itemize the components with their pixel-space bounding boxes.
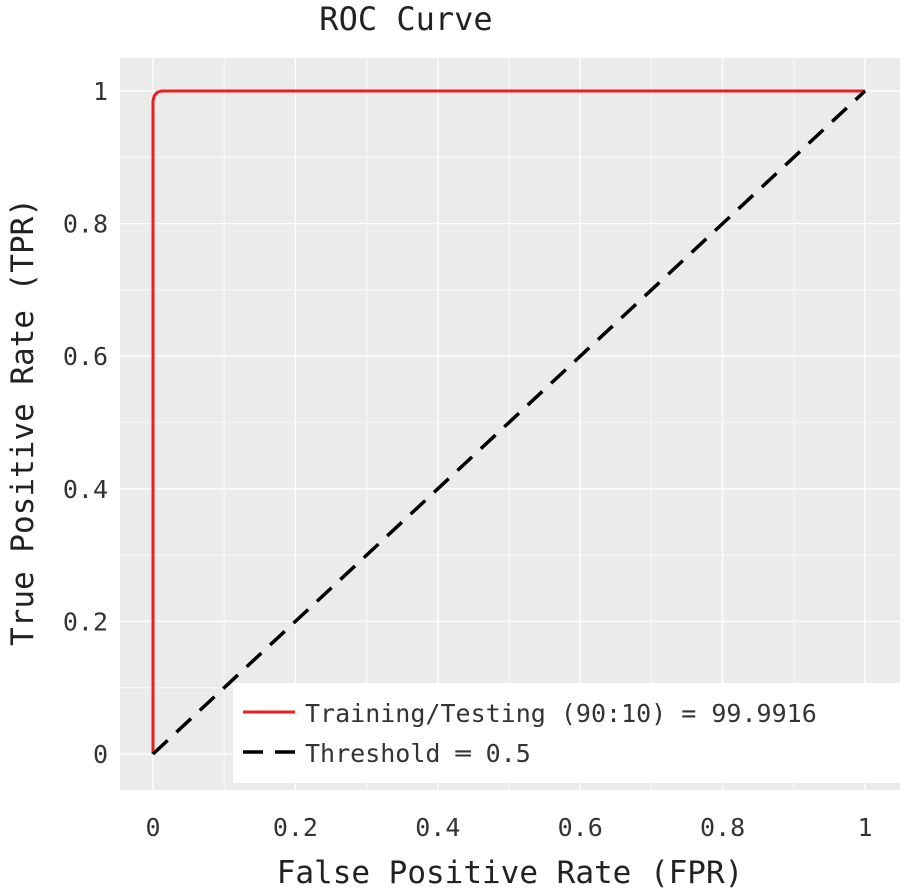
x-tick-label: 0.4: [415, 813, 460, 842]
y-tick-label: 0.6: [63, 342, 108, 371]
plot-background: [120, 58, 900, 790]
y-tick-label: 0.4: [63, 475, 108, 504]
threshold-line: [151, 89, 867, 756]
x-tick-label: 0.6: [558, 813, 603, 842]
x-axis-label: False Positive Rate (FPR): [277, 855, 744, 891]
legend-label-training: Training/Testing (90:10) = 99.9916: [305, 699, 817, 728]
x-tick-label: 0.8: [700, 813, 745, 842]
x-axis-ticks: 0 0.2 0.4 0.6 0.8 1: [145, 813, 872, 842]
chart-title: ROC Curve: [319, 0, 492, 38]
x-tick-label: 0.2: [273, 813, 318, 842]
x-tick-label: 0: [145, 813, 160, 842]
y-axis-label: True Positive Rate (TPR): [5, 198, 41, 646]
y-tick-label: 0: [93, 740, 108, 769]
legend-label-threshold: Threshold ═ 0.5: [305, 739, 531, 768]
y-tick-label: 0.2: [63, 607, 108, 636]
legend-box: [233, 683, 900, 783]
series-layer: [151, 89, 867, 756]
roc-curve-line: [151, 89, 865, 754]
legend: Training/Testing (90:10) = 99.9916 Thres…: [233, 683, 900, 783]
y-tick-label: 1: [93, 77, 108, 106]
y-tick-label: 0.8: [63, 210, 108, 239]
y-axis-ticks: 0 0.2 0.4 0.6 0.8 1: [63, 77, 108, 769]
x-tick-label: 1: [857, 813, 872, 842]
